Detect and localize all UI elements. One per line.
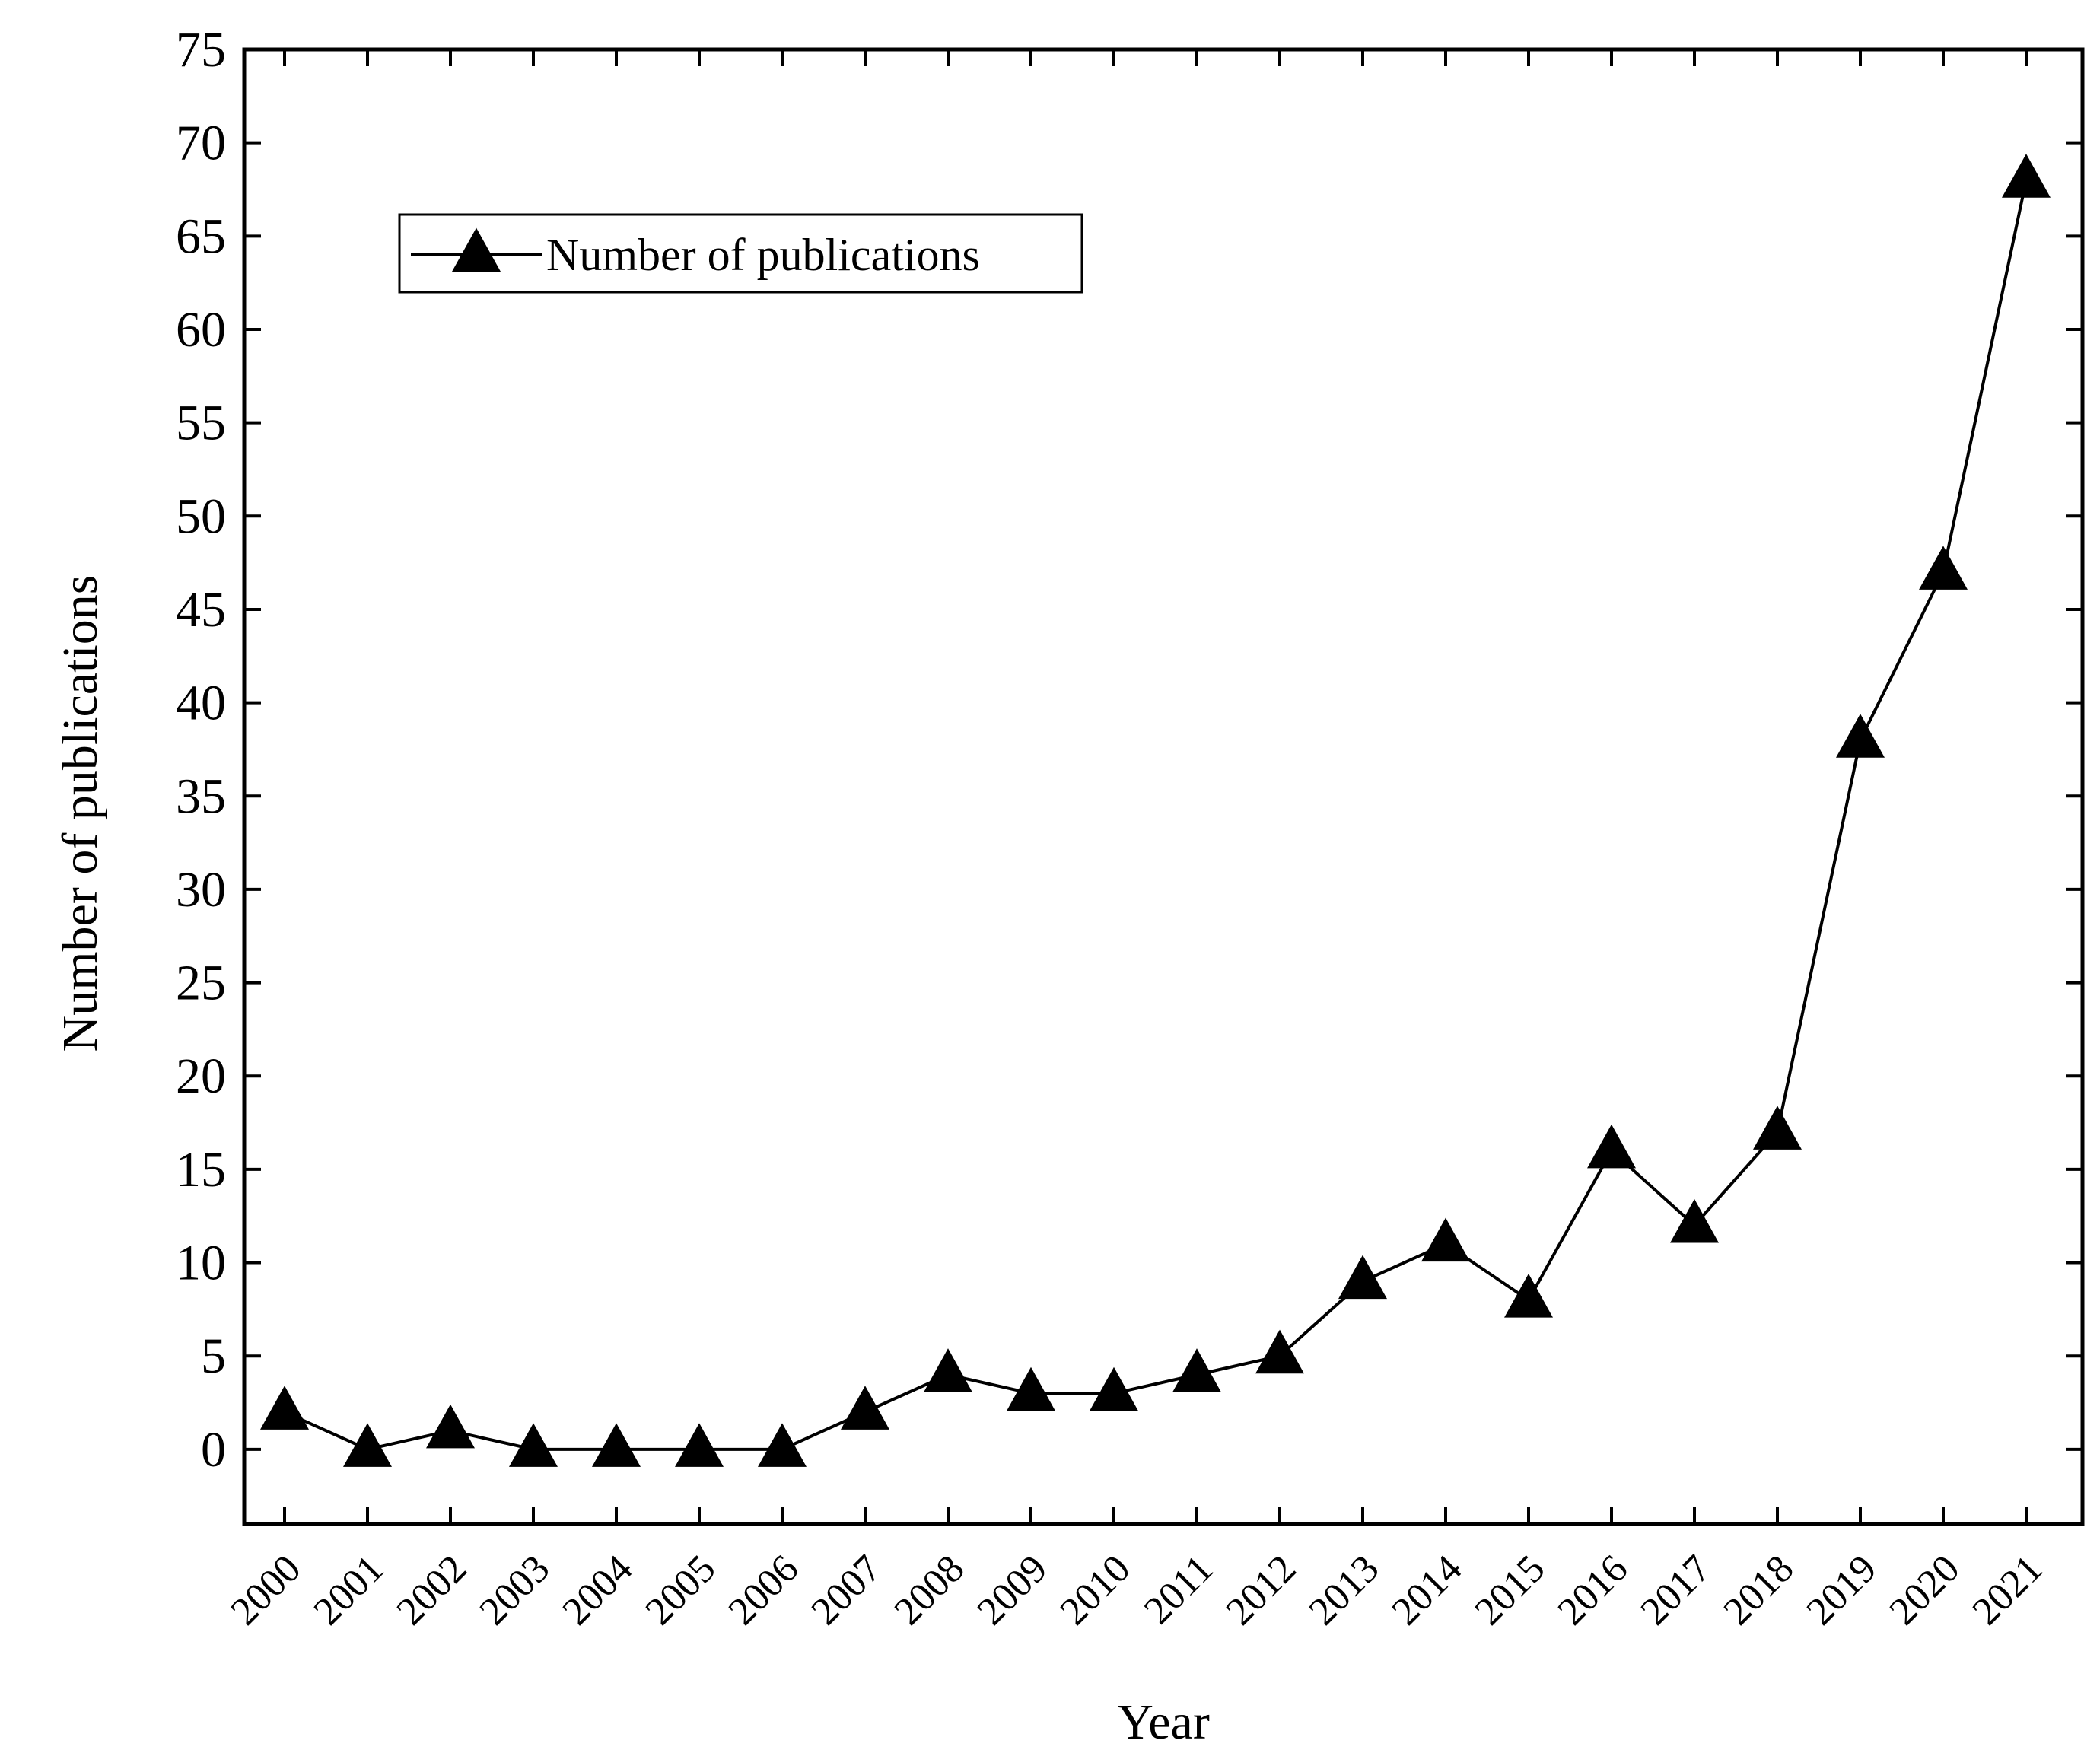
x-tick-label: 2000 [223, 1547, 310, 1634]
x-axis-title: Year [1117, 1694, 1210, 1749]
y-tick-label: 25 [176, 956, 226, 1011]
data-point-marker [1338, 1255, 1387, 1300]
data-point-marker [1504, 1274, 1553, 1318]
data-point-marker [1090, 1366, 1138, 1411]
x-tick-label: 2015 [1467, 1547, 1554, 1634]
x-tick-label: 2014 [1384, 1547, 1471, 1634]
x-tick-label: 2002 [389, 1547, 476, 1634]
data-point-marker [509, 1423, 558, 1467]
legend: Number of publications [398, 213, 1083, 294]
y-tick-label: 40 [176, 676, 226, 731]
x-tick-label: 2009 [969, 1547, 1056, 1634]
data-point-marker [592, 1423, 641, 1467]
x-tick-label: 2017 [1633, 1547, 1720, 1634]
y-tick-label: 5 [201, 1328, 226, 1384]
y-tick-label: 10 [176, 1236, 226, 1291]
data-point-marker [426, 1404, 475, 1449]
data-point-marker [1670, 1198, 1719, 1243]
x-tick-label: 2021 [1965, 1547, 2051, 1634]
y-tick-label: 30 [176, 862, 226, 918]
x-tick-label: 2020 [1882, 1547, 1968, 1634]
y-tick-label: 60 [176, 302, 226, 358]
x-tick-label: 2001 [306, 1547, 393, 1634]
x-tick-label: 2004 [555, 1547, 641, 1634]
y-tick-label: 35 [176, 768, 226, 824]
x-tick-label: 2018 [1716, 1547, 1803, 1634]
data-point-marker [260, 1386, 309, 1430]
data-point-marker [1255, 1329, 1304, 1374]
x-tick-label: 2006 [721, 1547, 807, 1634]
x-tick-label: 2019 [1799, 1547, 1885, 1634]
y-tick-label: 50 [176, 488, 226, 544]
y-tick-label: 65 [176, 208, 226, 264]
data-point-marker [1172, 1348, 1221, 1392]
legend-label: Number of publications [546, 230, 980, 280]
y-tick-label: 55 [176, 396, 226, 451]
x-tick-label: 2008 [886, 1547, 973, 1634]
data-point-marker [1919, 546, 1968, 590]
series-line [284, 180, 2028, 1451]
data-point-marker [758, 1423, 807, 1467]
data-point-marker [1753, 1106, 1802, 1150]
y-tick-label: 70 [176, 116, 226, 171]
y-tick-label: 75 [176, 22, 226, 78]
x-tick-label: 2005 [638, 1547, 724, 1634]
x-tick-label: 2010 [1052, 1547, 1139, 1634]
series-layer [260, 154, 2051, 1467]
x-tick-label: 2012 [1218, 1547, 1305, 1634]
data-point-marker [841, 1386, 889, 1430]
y-tick-label: 0 [201, 1422, 226, 1478]
data-point-marker [675, 1423, 724, 1467]
data-point-marker [1421, 1217, 1470, 1262]
data-point-marker [343, 1423, 392, 1467]
y-tick-label: 20 [176, 1048, 226, 1104]
x-tick-label: 2003 [472, 1547, 558, 1634]
x-tick-label: 2013 [1301, 1547, 1388, 1634]
y-axis-title: Number of publications [52, 575, 108, 1052]
data-point-marker [2002, 154, 2051, 198]
data-point-marker [1007, 1366, 1055, 1411]
x-tick-label: 2007 [803, 1547, 890, 1634]
x-tick-label: 2016 [1550, 1547, 1637, 1634]
plot-area-frame [242, 47, 2085, 1526]
x-tick-label: 2011 [1136, 1547, 1221, 1632]
data-point-marker [924, 1348, 972, 1392]
data-point-marker [1836, 714, 1885, 758]
legend-triangle-marker [452, 227, 501, 272]
y-tick-label: 45 [176, 582, 226, 638]
y-tick-label: 15 [176, 1142, 226, 1198]
data-point-marker [1587, 1124, 1636, 1169]
